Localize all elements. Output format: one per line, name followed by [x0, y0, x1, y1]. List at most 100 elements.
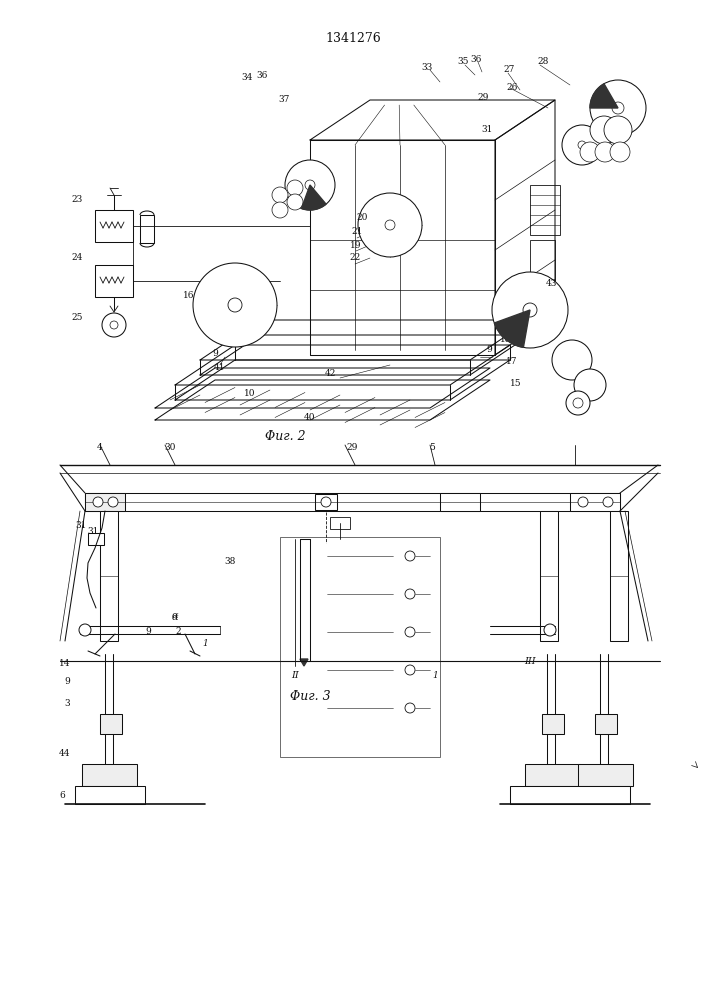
- Circle shape: [321, 497, 331, 507]
- Text: 30: 30: [164, 442, 175, 452]
- Bar: [393, 545, 405, 567]
- Circle shape: [405, 665, 415, 675]
- Circle shape: [405, 703, 415, 713]
- Circle shape: [578, 141, 586, 149]
- Circle shape: [580, 142, 600, 162]
- Circle shape: [492, 272, 568, 348]
- Text: 9: 9: [212, 349, 218, 358]
- Bar: [525, 764, 580, 786]
- Text: 31: 31: [481, 125, 493, 134]
- Text: 5: 5: [429, 442, 435, 452]
- Text: 4: 4: [97, 442, 103, 452]
- Text: 24: 24: [71, 252, 83, 261]
- Bar: [440, 493, 480, 511]
- Circle shape: [108, 497, 118, 507]
- Text: 17: 17: [506, 358, 518, 366]
- Bar: [95, 210, 133, 242]
- Text: 6: 6: [59, 792, 65, 800]
- Bar: [75, 786, 145, 804]
- Circle shape: [272, 202, 288, 218]
- Circle shape: [544, 624, 556, 636]
- Text: 10: 10: [244, 388, 256, 397]
- Bar: [315, 545, 327, 567]
- Circle shape: [612, 102, 624, 114]
- Bar: [315, 583, 327, 605]
- Bar: [570, 493, 620, 511]
- Text: 9: 9: [145, 626, 151, 636]
- Bar: [100, 511, 118, 641]
- Circle shape: [562, 125, 602, 165]
- Text: 1341276: 1341276: [325, 31, 381, 44]
- Text: 36: 36: [470, 55, 481, 64]
- Bar: [393, 583, 405, 605]
- Text: 23: 23: [71, 196, 83, 205]
- Bar: [315, 659, 327, 681]
- Circle shape: [405, 627, 415, 637]
- Text: 33: 33: [421, 64, 433, 73]
- Bar: [330, 517, 350, 529]
- Bar: [530, 185, 560, 235]
- Text: 19: 19: [350, 240, 362, 249]
- Bar: [542, 714, 564, 734]
- Circle shape: [272, 187, 288, 203]
- Circle shape: [578, 497, 588, 507]
- Bar: [82, 764, 137, 786]
- Text: 36: 36: [257, 72, 268, 81]
- Circle shape: [93, 497, 103, 507]
- Text: 2: 2: [175, 626, 181, 636]
- Text: 1: 1: [432, 672, 438, 680]
- Circle shape: [603, 497, 613, 507]
- Circle shape: [566, 391, 590, 415]
- Text: 1: 1: [202, 640, 208, 648]
- Bar: [595, 714, 617, 734]
- Circle shape: [405, 589, 415, 599]
- Text: 9: 9: [64, 678, 70, 686]
- Text: Φиг. 2: Φиг. 2: [264, 430, 305, 444]
- Bar: [100, 714, 122, 734]
- Bar: [315, 621, 405, 643]
- Bar: [280, 537, 440, 757]
- Text: α: α: [172, 611, 178, 620]
- Bar: [140, 215, 154, 243]
- Bar: [315, 697, 405, 719]
- Bar: [85, 493, 620, 511]
- Text: 22: 22: [349, 253, 361, 262]
- Circle shape: [574, 369, 606, 401]
- Circle shape: [604, 116, 632, 144]
- Text: α: α: [172, 613, 178, 622]
- Bar: [315, 545, 405, 567]
- Bar: [540, 511, 558, 641]
- Polygon shape: [301, 185, 326, 210]
- Bar: [315, 494, 337, 510]
- Circle shape: [102, 313, 126, 337]
- Text: 43: 43: [545, 278, 556, 288]
- Text: 44: 44: [59, 750, 70, 758]
- Circle shape: [590, 116, 618, 144]
- Text: 14: 14: [59, 660, 70, 668]
- Polygon shape: [300, 659, 308, 666]
- Circle shape: [405, 551, 415, 561]
- Bar: [315, 697, 327, 719]
- Bar: [315, 659, 405, 681]
- Circle shape: [573, 398, 583, 408]
- Bar: [393, 621, 405, 643]
- Circle shape: [552, 340, 592, 380]
- Polygon shape: [494, 310, 530, 347]
- Polygon shape: [590, 84, 618, 108]
- Bar: [95, 265, 133, 297]
- Circle shape: [285, 160, 335, 210]
- Text: 29: 29: [477, 93, 489, 102]
- Text: 35: 35: [457, 57, 469, 66]
- Bar: [315, 621, 327, 643]
- Text: 15: 15: [510, 378, 522, 387]
- Text: Φиг. 3: Φиг. 3: [290, 690, 330, 702]
- Circle shape: [287, 194, 303, 210]
- Text: II: II: [291, 672, 299, 680]
- Text: III: III: [524, 656, 536, 666]
- Bar: [88, 533, 104, 545]
- Circle shape: [610, 142, 630, 162]
- Text: 38: 38: [224, 556, 235, 566]
- Circle shape: [79, 624, 91, 636]
- Circle shape: [228, 298, 242, 312]
- Text: 41: 41: [214, 362, 226, 371]
